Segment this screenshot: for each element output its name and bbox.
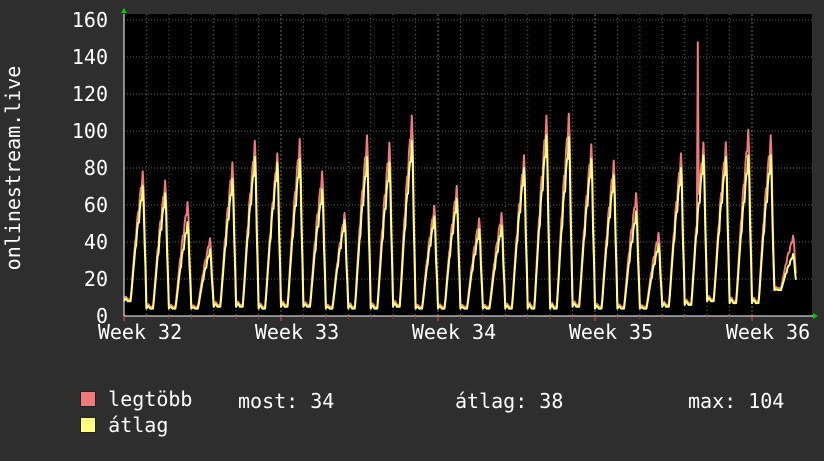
y-tick-label: 140 <box>72 45 108 69</box>
x-tick-label: Week 32 <box>98 320 182 344</box>
y-axis-label: onlinestream.live <box>1 66 25 271</box>
plot-area <box>124 14 812 316</box>
y-tick-label: 100 <box>72 119 108 143</box>
y-tick-label: 160 <box>72 8 108 32</box>
series-line-atlag <box>123 134 797 310</box>
y-tick-label: 0 <box>96 304 108 328</box>
chart: 0 20 40 60 80 100 120 140 160 Week 32 Week 33 Week … <box>1 8 818 344</box>
y-tick-label: 60 <box>84 193 108 217</box>
y-tick-label: 120 <box>72 82 108 106</box>
y-tick-label: 80 <box>84 156 108 180</box>
x-tick-label: Week 35 <box>569 320 653 344</box>
x-axis-arrow <box>813 313 818 319</box>
x-tick-label: Week 34 <box>412 320 496 344</box>
x-tick-label: Week 33 <box>255 320 339 344</box>
y-tick-label: 40 <box>84 230 108 254</box>
y-axis-arrow <box>121 8 127 13</box>
x-tick-label: Week 36 <box>726 320 810 344</box>
y-tick-label: 20 <box>84 267 108 291</box>
